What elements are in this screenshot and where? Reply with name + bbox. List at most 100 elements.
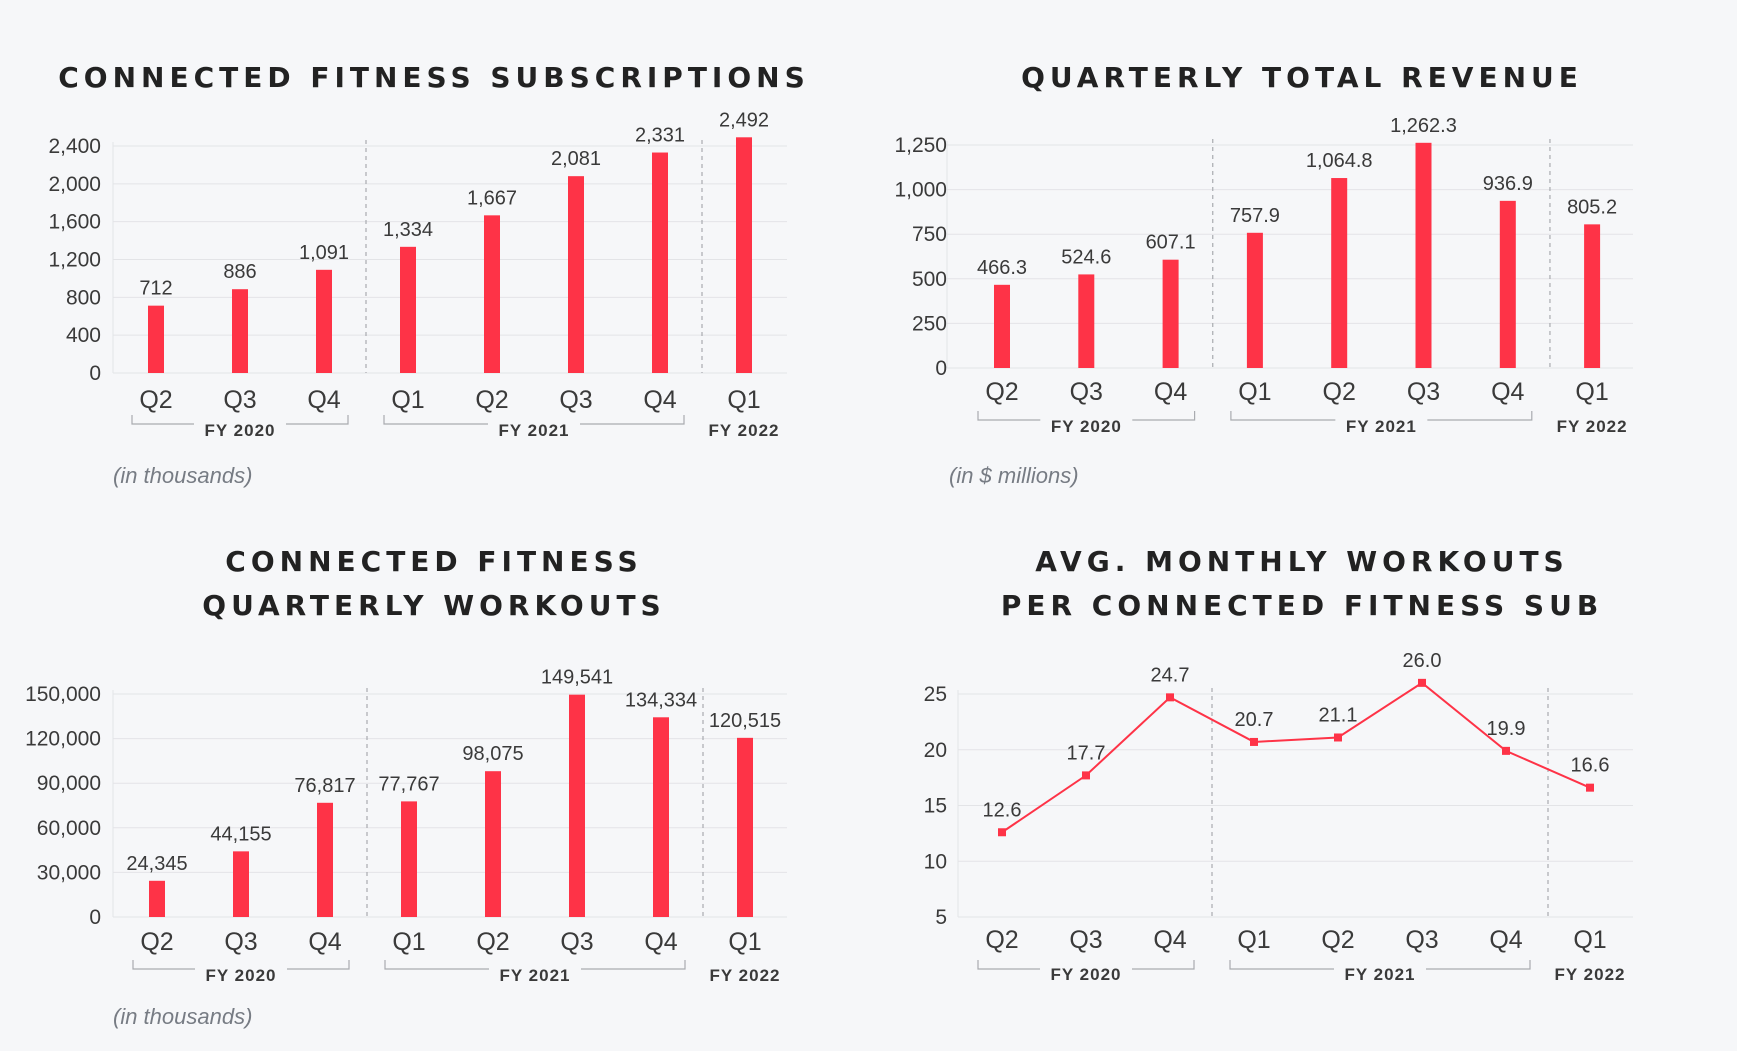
data-point: [1418, 678, 1426, 687]
subscriptions-panel: CONNECTED FITNESS SUBSCRIPTIONS 0 400 800 1…: [0, 0, 868, 525]
fy-bracket-right: [287, 960, 350, 970]
fy-label: FY 2020: [1051, 417, 1122, 436]
x-category-label: Q2: [1321, 926, 1354, 954]
y-tick-label: 750: [912, 223, 947, 246]
data-label: 1,064.8: [1306, 150, 1373, 172]
bar: [568, 176, 584, 373]
data-label: 77,767: [378, 773, 439, 795]
data-label: 44,155: [210, 823, 271, 845]
x-category-label: Q3: [560, 928, 593, 956]
avg-workouts-panel: AVG. MONTHLY WORKOUTS PER CONNECTED FITN…: [868, 526, 1736, 1051]
data-label: 149,541: [541, 667, 613, 689]
bar: [1162, 259, 1179, 368]
bar: [1078, 274, 1095, 368]
bar: [1499, 200, 1516, 368]
data-label: 24.7: [1151, 664, 1190, 686]
fy-label: FY 2022: [1555, 965, 1626, 984]
y-tick-label: 0: [89, 362, 101, 385]
bar: [1415, 142, 1432, 368]
data-label: 76,817: [294, 775, 355, 797]
chart-title: QUARTERLY TOTAL REVENUE: [868, 56, 1736, 100]
bar: [652, 152, 668, 373]
data-label: 120,515: [709, 710, 781, 732]
data-label: 1,667: [467, 187, 517, 209]
data-label: 1,091: [299, 242, 349, 264]
bar: [485, 771, 501, 917]
chart-title-line: CONNECTED FITNESS: [225, 545, 643, 578]
data-label: 26.0: [1403, 650, 1442, 672]
fy-label: FY 2021: [1346, 417, 1417, 436]
x-category-label: Q4: [1153, 926, 1186, 954]
fy-bracket-right: [1132, 411, 1196, 421]
fy-label: FY 2021: [1345, 965, 1416, 984]
bar: [484, 215, 500, 373]
x-category-label: Q2: [1323, 378, 1356, 406]
x-category-label: Q3: [1070, 378, 1103, 406]
unit-note: (in thousands): [113, 463, 253, 488]
fy-bracket-left: [1230, 411, 1336, 421]
y-tick-label: 0: [89, 906, 101, 929]
y-tick-label: 1,600: [48, 211, 101, 234]
y-tick-label: 150,000: [25, 683, 101, 706]
y-tick-label: 1,250: [894, 134, 947, 157]
x-category-label: Q1: [391, 386, 424, 414]
bar: [400, 246, 416, 373]
fy-bracket-left: [977, 960, 1040, 970]
revenue-panel: QUARTERLY TOTAL REVENUE 0 250 500 750 1,000 1…: [868, 0, 1736, 525]
fy-bracket-left: [1229, 960, 1334, 970]
x-category-label: Q2: [139, 386, 172, 414]
x-category-label: Q4: [307, 386, 340, 414]
x-category-label: Q1: [1238, 378, 1271, 406]
data-label: 936.9: [1483, 173, 1533, 195]
chart-title-line: PER CONNECTED FITNESS SUB: [1000, 589, 1604, 622]
x-category-label: Q3: [1069, 926, 1102, 954]
fy-bracket-right: [286, 415, 349, 425]
data-point: [1250, 737, 1258, 746]
x-category-label: Q2: [985, 378, 1018, 406]
fy-bracket-right: [1132, 960, 1195, 970]
bar: [994, 284, 1010, 368]
data-label: 1,334: [383, 219, 433, 241]
data-point: [1334, 733, 1342, 742]
y-tick-label: 800: [66, 286, 101, 309]
x-category-label: Q3: [1407, 378, 1440, 406]
subscriptions-bar-chart: 0 400 800 1,200 1,600 2,000 2,400 FY 2020 FY 202…: [48, 109, 787, 440]
x-category-label: Q3: [1405, 926, 1438, 954]
x-category-label: Q1: [1575, 378, 1608, 406]
fy-label: FY 2020: [205, 421, 276, 440]
chart-title-line: QUARTERLY TOTAL REVENUE: [1021, 61, 1583, 94]
data-label: 12.6: [983, 799, 1022, 821]
x-category-label: Q1: [392, 928, 425, 956]
data-label: 19.9: [1487, 718, 1526, 740]
fy-bracket-right: [580, 415, 685, 425]
x-category-label: Q2: [476, 928, 509, 956]
data-label: 757.9: [1230, 205, 1280, 227]
data-label: 20.7: [1235, 709, 1274, 731]
y-tick-label: 250: [912, 312, 947, 335]
x-category-label: Q4: [644, 928, 677, 956]
unit-note: (in thousands): [113, 1004, 253, 1029]
x-category-label: Q2: [985, 926, 1018, 954]
bar: [316, 269, 332, 373]
y-tick-label: 2,400: [48, 135, 101, 158]
data-label: 1,262.3: [1390, 115, 1457, 137]
series-line: [1001, 681, 1591, 834]
data-label: 98,075: [462, 743, 523, 765]
bar: [1584, 224, 1601, 368]
fy-label: FY 2022: [1557, 417, 1628, 436]
data-label: 2,492: [719, 109, 769, 131]
x-category-label: Q4: [1491, 378, 1524, 406]
data-point: [1166, 693, 1174, 702]
fy-bracket-right: [581, 960, 686, 970]
x-category-label: Q4: [643, 386, 676, 414]
x-category-label: Q4: [1489, 926, 1522, 954]
fy-bracket-left: [132, 960, 195, 970]
fy-bracket-left: [383, 415, 488, 425]
y-tick-label: 90,000: [37, 772, 101, 795]
fy-bracket-left: [977, 411, 1041, 421]
y-tick-label: 500: [912, 268, 947, 291]
data-point: [1082, 771, 1090, 780]
chart-title: CONNECTED FITNESS SUBSCRIPTIONS: [0, 56, 868, 100]
bar: [569, 694, 585, 917]
y-tick-label: 400: [66, 324, 101, 347]
